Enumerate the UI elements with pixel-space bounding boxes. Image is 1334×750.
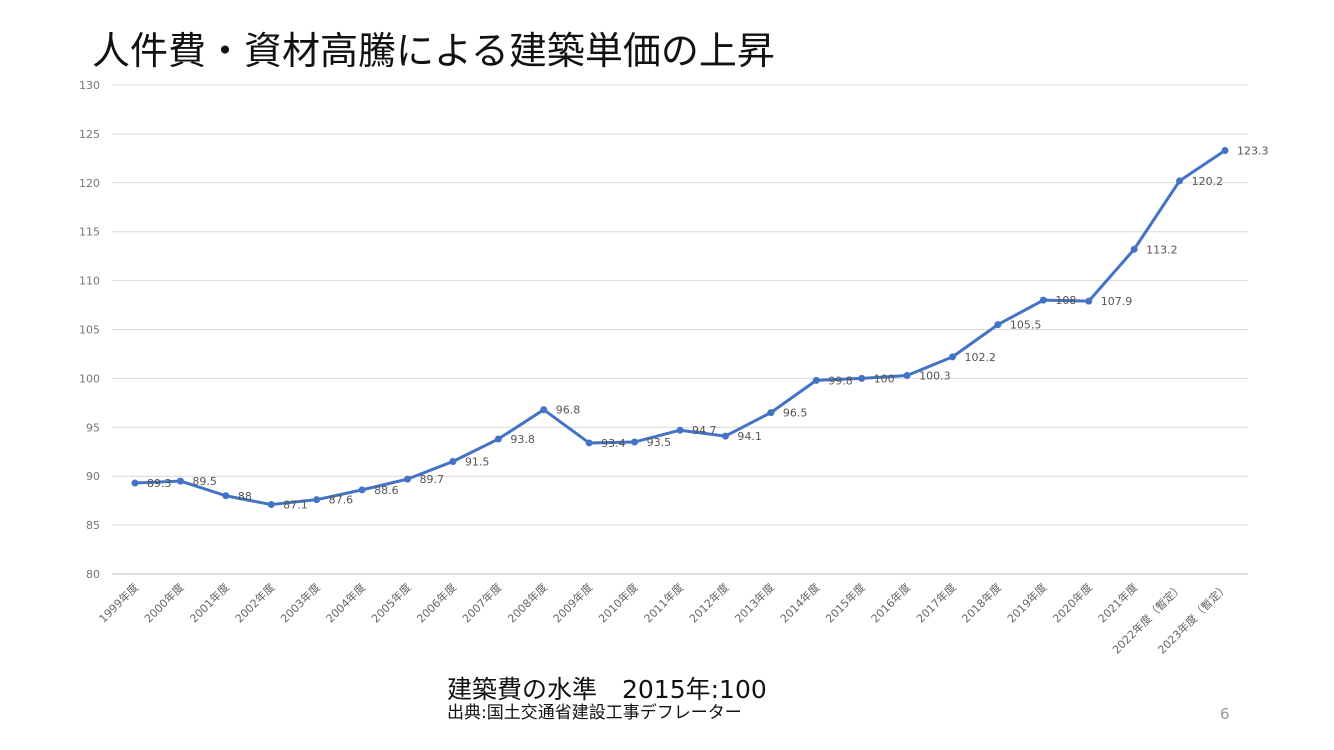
data-point [721, 432, 729, 440]
x-tick-label: 2017年度 [913, 580, 958, 625]
slide-title: 人件費・資材高騰による建築単価の上昇 [92, 29, 775, 73]
data-label: 96.5 [783, 407, 808, 420]
data-label: 88 [238, 490, 252, 503]
data-labels: 89.3 89.5 88 87.1 87.6 88.6 89.7 91.5 93.8 96.8 93… [147, 145, 1269, 512]
x-tick-label: 2003年度 [278, 580, 323, 625]
data-point [1221, 147, 1229, 155]
data-point [176, 477, 184, 485]
data-point [903, 371, 911, 379]
data-point [267, 501, 275, 509]
x-tick-label: 2020年度 [1050, 580, 1095, 625]
footnote-source: 出典:国土交通省建設工事デフレーター [447, 703, 742, 723]
data-point [858, 374, 866, 382]
data-point [222, 492, 230, 500]
y-tick-label: 80 [86, 568, 100, 581]
series-line-layer [134, 149, 1226, 507]
page-number: 6 [1220, 705, 1230, 723]
grid-lines [112, 84, 1248, 575]
x-tick-label: 2002年度 [232, 580, 277, 625]
x-tick-label: 2012年度 [686, 580, 731, 625]
data-point [404, 475, 411, 483]
data-point [449, 458, 457, 466]
data-label: 107.9 [1101, 295, 1133, 308]
data-label: 88.6 [374, 484, 399, 497]
y-tick-label: 90 [86, 470, 100, 483]
x-tick-label: 2014年度 [777, 580, 822, 625]
data-label: 96.8 [556, 404, 581, 417]
x-tick-label: 2013年度 [732, 580, 777, 625]
series-line [134, 149, 1226, 507]
data-point [540, 406, 548, 414]
data-label: 108 [1055, 294, 1076, 307]
x-tick-label: 2007年度 [459, 580, 504, 625]
x-tick-label: 2015年度 [823, 580, 868, 625]
y-tick-label: 130 [79, 79, 100, 92]
data-label: 105.5 [1010, 319, 1042, 332]
y-tick-label: 100 [79, 372, 100, 385]
data-point [585, 439, 593, 447]
data-point [494, 435, 502, 443]
x-tick-label: 2008年度 [505, 580, 550, 625]
x-tick-label: 2021年度 [1095, 580, 1140, 625]
data-label: 87.1 [283, 499, 308, 512]
data-point [994, 321, 1002, 329]
y-tick-label: 85 [86, 519, 100, 532]
data-point [131, 479, 139, 487]
x-axis-ticks: 1999年度 2000年度 2001年度 2002年度 2003年度 2004年度 2005… [96, 580, 1231, 656]
data-point [949, 353, 956, 361]
data-label: 93.8 [510, 433, 535, 446]
data-label: 99.8 [828, 374, 853, 387]
data-label: 102.2 [965, 351, 997, 364]
data-label: 89.7 [420, 473, 445, 486]
data-label: 93.4 [601, 437, 626, 450]
x-tick-label: 2009年度 [550, 580, 595, 625]
x-tick-label: 2004年度 [323, 580, 368, 625]
data-label: 87.6 [329, 494, 354, 507]
y-axis-ticks: 80 85 90 95 100 105 110 115 120 125 130 [79, 79, 100, 581]
data-label: 100 [874, 372, 895, 385]
x-tick-label: 2000年度 [141, 580, 186, 625]
y-tick-label: 115 [79, 226, 100, 239]
data-point [313, 496, 321, 504]
data-label: 89.5 [192, 475, 217, 488]
data-label: 93.5 [647, 436, 672, 449]
data-point [812, 376, 820, 384]
x-tick-label: 2018年度 [959, 580, 1004, 625]
y-tick-label: 120 [79, 177, 100, 190]
footnote-main: 建築費の水準 2015年:100 [447, 675, 767, 704]
x-tick-label: 2006年度 [414, 580, 459, 625]
x-tick-label: 2019年度 [1004, 580, 1049, 625]
data-point [767, 409, 775, 417]
y-tick-label: 95 [86, 421, 100, 434]
x-tick-label: 2010年度 [595, 580, 640, 625]
markers [131, 147, 1229, 509]
data-point [1130, 245, 1138, 253]
data-point [1085, 297, 1093, 305]
x-tick-label: 2001年度 [187, 580, 232, 625]
data-point [631, 438, 639, 446]
data-label: 89.3 [147, 477, 172, 490]
data-label: 123.3 [1237, 145, 1269, 158]
data-label: 91.5 [465, 456, 490, 469]
data-label: 100.3 [919, 369, 951, 382]
data-label: 94.7 [692, 424, 717, 437]
y-tick-label: 110 [79, 275, 100, 288]
data-point [358, 486, 366, 494]
x-tick-label: 1999年度 [96, 580, 141, 625]
x-tick-label: 2011年度 [641, 580, 686, 625]
x-tick-label: 2005年度 [368, 580, 413, 625]
data-point [1176, 177, 1184, 185]
data-label: 94.1 [737, 430, 762, 443]
data-label: 113.2 [1146, 243, 1178, 256]
data-point [1039, 296, 1047, 304]
y-tick-label: 125 [79, 128, 100, 141]
x-tick-label: 2016年度 [868, 580, 913, 625]
data-point [676, 426, 684, 434]
data-label: 120.2 [1192, 175, 1224, 188]
y-tick-label: 105 [79, 324, 100, 337]
